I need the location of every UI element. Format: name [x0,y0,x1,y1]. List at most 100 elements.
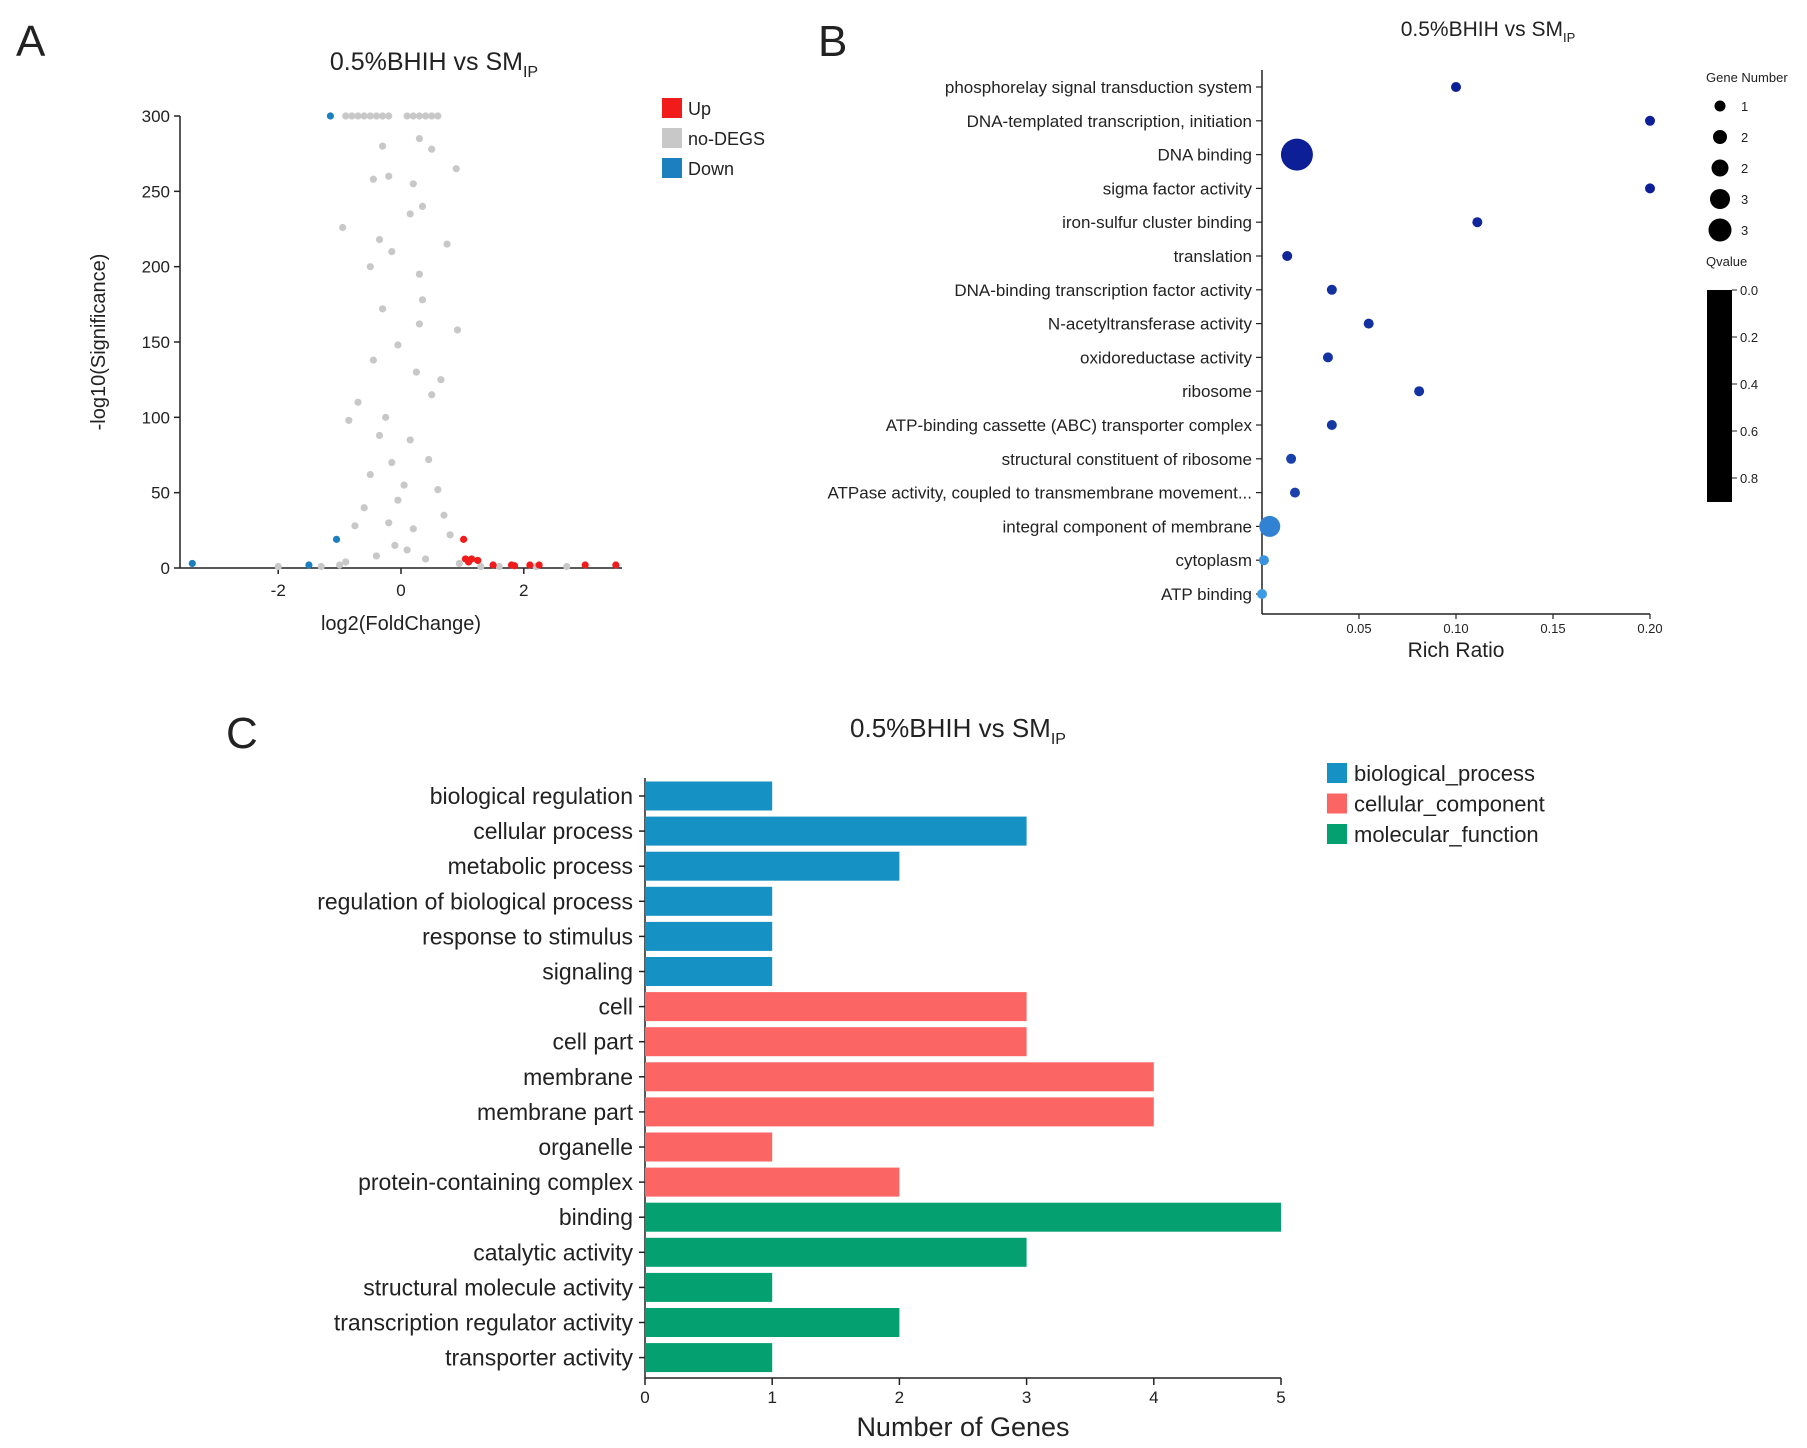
x-tick-label: -2 [271,581,286,600]
bubble-point [1280,138,1313,171]
category-label: binding [559,1204,633,1230]
volcano-point [336,561,344,569]
category-label: organelle [538,1134,633,1160]
bar [645,1272,773,1302]
bar [645,1343,773,1373]
legend-swatch [662,128,682,148]
volcano-point [477,562,485,571]
volcano-point [385,172,393,180]
volcano-point [391,541,399,550]
bubble-point [1286,453,1297,464]
legend-swatch [1327,763,1347,783]
volcano-point [403,112,411,120]
panel-a-title: 0.5%BHIH vs SMIP [330,48,538,81]
legend-swatch [662,98,682,118]
volcano-point [581,561,589,569]
bubble-point [1645,183,1655,194]
category-label: cell part [552,1029,633,1055]
volcano-point [409,112,417,120]
volcano-point [443,240,451,248]
volcano-point [421,112,430,120]
x-tick-label: 3 [1022,1388,1031,1407]
volcano-point [342,112,350,120]
volcano-point [489,561,497,569]
category-label: cell [598,994,633,1020]
volcano-point [415,112,424,120]
volcano-point [326,112,335,120]
category-label: integral component of membrane [1003,517,1252,536]
bar [645,1167,900,1197]
panel-c-xlabel: Number of Genes [856,1412,1069,1442]
volcano-point [388,248,396,256]
x-tick-label: 0.20 [1637,621,1662,636]
bubble-point [1414,386,1425,397]
color-legend-label: 0.4 [1740,377,1758,392]
bubble-point [1472,217,1483,228]
panel-b-xlabel: Rich Ratio [1408,639,1505,662]
bubble-point [1258,555,1269,566]
size-legend-dot [1711,159,1729,177]
volcano-point [348,112,356,120]
y-tick-label: 150 [142,333,170,352]
x-tick-label: 2 [519,581,528,600]
volcano-point [351,522,359,530]
legend-label: Down [688,159,734,179]
volcano-point [428,112,436,120]
volcano-point [535,561,543,569]
volcano-point [385,519,393,527]
category-label: ATP binding [1161,585,1252,604]
category-label: response to stimulus [422,923,633,949]
bar [645,1027,1027,1057]
bubble-point [1326,420,1337,430]
volcano-point [360,112,368,120]
volcano-point [409,525,417,533]
volcano-point [369,175,377,183]
volcano-point [332,535,341,543]
legend-swatch [1327,824,1347,844]
category-label: ribosome [1182,382,1252,401]
category-label: DNA-binding transcription factor activit… [954,281,1252,300]
volcano-point [418,202,427,210]
volcano-point [406,210,414,218]
volcano-point [415,135,424,143]
volcano-point [428,391,436,399]
size-legend-label: 3 [1741,192,1748,207]
volcano-point [354,112,362,120]
volcano-point [372,112,381,120]
bar [645,992,1027,1022]
category-label: transporter activity [445,1345,633,1371]
x-tick-label: 4 [1149,1388,1158,1407]
panel-label-a: A [16,17,46,66]
bar [645,886,773,916]
panel-a-ylabel: -log10(Significance) [88,254,110,431]
bar [645,1202,1281,1232]
size-legend-dot [1710,189,1730,209]
volcano-point [452,165,460,173]
volcano-point [434,486,442,494]
bubble-point [1363,318,1374,329]
bar [645,816,1027,846]
category-label: phosphorelay signal transduction system [945,78,1252,97]
size-legend-dot [1708,218,1732,242]
legend-swatch [662,158,682,178]
volcano-point [412,368,420,376]
volcano-point [305,561,313,569]
bar [645,1097,1154,1127]
volcano-point [366,470,374,479]
category-label: ATP-binding cassette (ABC) transporter c… [886,416,1253,435]
x-tick-label: 0 [640,1388,649,1407]
category-label: iron-sulfur cluster binding [1062,213,1252,232]
category-label: catalytic activity [473,1239,633,1265]
legend-swatch [1327,793,1347,814]
bar [645,921,773,951]
volcano-point [394,496,402,504]
volcano-point [354,398,362,406]
volcano-point [400,481,408,489]
color-legend-bar [1707,290,1732,502]
volcano-point [406,436,414,444]
panel-a-xlabel: log2(FoldChange) [321,613,481,635]
bubble-point [1259,515,1281,537]
size-legend-label: 2 [1741,161,1748,176]
volcano-point [375,431,384,440]
